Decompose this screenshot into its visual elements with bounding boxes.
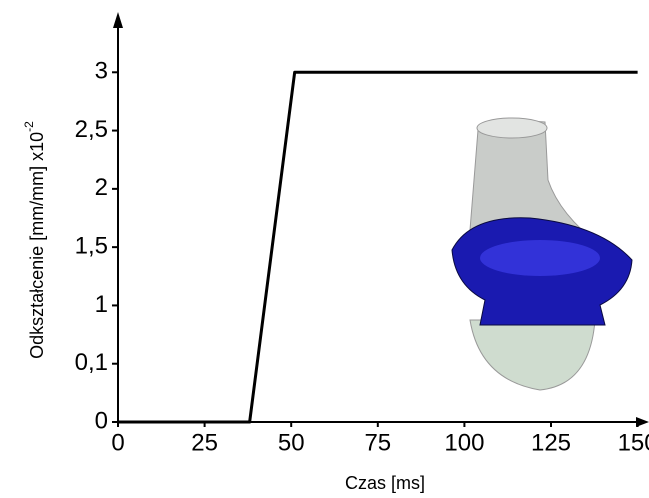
y-tick-label: 1,5 bbox=[75, 232, 108, 259]
y-tick-label: 3 bbox=[95, 58, 108, 85]
x-tick-label: 50 bbox=[278, 429, 305, 456]
y-tick-label: 1 bbox=[95, 291, 108, 318]
bone-model-image bbox=[451, 117, 633, 391]
y-axis-label-text: Odkształcenie [mm/mm] x10 bbox=[27, 132, 47, 359]
x-tick-label: 150 bbox=[618, 429, 649, 456]
data-line bbox=[118, 70, 638, 424]
y-axis-label-exponent: -2 bbox=[22, 121, 36, 132]
y-tick-label: 2,5 bbox=[75, 116, 108, 143]
y-axis-arrow bbox=[113, 12, 123, 28]
x-axis-arrow bbox=[636, 417, 649, 427]
bone-lower bbox=[469, 319, 596, 391]
y-axis-label: Odkształcenie [mm/mm] x10-2 bbox=[22, 121, 47, 359]
x-tick-label: 25 bbox=[191, 429, 218, 456]
x-tick-label: 100 bbox=[444, 429, 484, 456]
cartilage-surface bbox=[480, 240, 600, 276]
x-tick-label: 0 bbox=[111, 429, 124, 456]
y-tick-label: 2 bbox=[95, 174, 108, 201]
y-tick-label: 0 bbox=[95, 407, 108, 434]
x-tick-label: 125 bbox=[531, 429, 571, 456]
y-tick-label: 0,1 bbox=[75, 349, 108, 376]
x-axis-label: Czas [ms] bbox=[345, 473, 425, 493]
bone-top bbox=[476, 117, 548, 139]
x-tick-label: 75 bbox=[364, 429, 391, 456]
